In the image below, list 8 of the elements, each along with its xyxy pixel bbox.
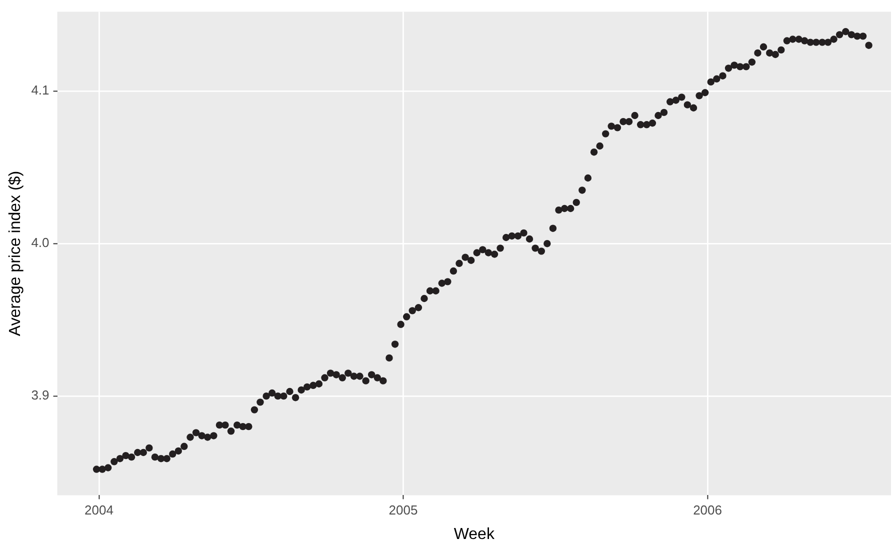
y-tick-label: 4.1 xyxy=(31,82,50,98)
x-tick-label: 2006 xyxy=(693,502,722,518)
x-tick-label: 2004 xyxy=(84,502,114,518)
y-tick-label: 3.9 xyxy=(31,388,50,403)
y-tick-label: 4.0 xyxy=(31,235,50,250)
x-axis-title: Week xyxy=(454,526,496,543)
y-axis-title: Average price index ($) xyxy=(7,170,24,336)
x-tick-label: 2005 xyxy=(388,502,418,518)
